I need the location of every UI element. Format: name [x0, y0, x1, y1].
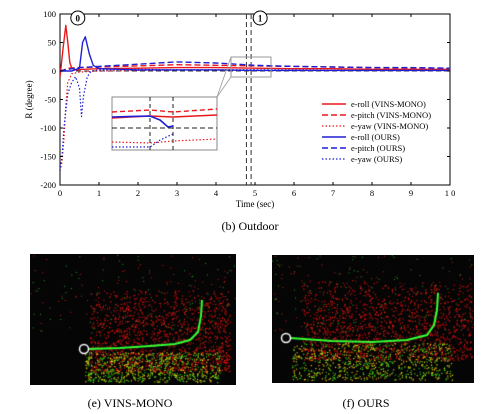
inset-vins-pitch — [112, 108, 217, 113]
zoom-connector — [216, 76, 232, 98]
event-marker-label: 1 — [258, 14, 263, 24]
legend-label: e-yaw (VINS-MONO) — [351, 121, 428, 131]
map-vins-mono — [30, 254, 236, 385]
x-tick-label: 1 — [97, 188, 101, 198]
caption-vins-mono: (e) VINS-MONO — [87, 396, 173, 410]
y-tick-label: 100 — [43, 9, 56, 19]
y-tick-label: -50 — [45, 95, 56, 105]
x-tick-label: 5 — [253, 188, 257, 198]
y-tick-label: -150 — [40, 152, 56, 162]
y-tick-label: -200 — [40, 180, 56, 190]
legend-label: e-pitch (OURS) — [351, 143, 405, 153]
map-ours — [272, 255, 474, 383]
inset-vins-yaw — [112, 138, 217, 144]
x-tick-label: 2 — [136, 188, 140, 198]
legend: e-roll (VINS-MONO)e-pitch (VINS-MONO)e-y… — [322, 99, 431, 164]
event-marker-circle — [70, 10, 86, 26]
x-tick-label: 0 — [58, 188, 62, 198]
zoom-callout — [111, 56, 272, 151]
zoom-connector — [216, 56, 232, 98]
x-tick-label: 8 — [370, 188, 374, 198]
legend-label: e-roll (OURS) — [351, 132, 400, 142]
x-axis-label: Time (sec) — [236, 199, 274, 209]
inset-plot — [112, 97, 217, 150]
caption-outdoor: (b) Outdoor — [221, 219, 279, 233]
x-tick-label: 7 — [331, 188, 335, 198]
caption-ours: (f) OURS — [342, 396, 390, 410]
legend-label: e-roll (VINS-MONO) — [351, 99, 426, 109]
event-marker-label: 0 — [76, 14, 81, 24]
y-tick-label: 50 — [48, 38, 57, 48]
x-tick-label: 1 0 — [445, 188, 456, 198]
y-tick-label: 0 — [52, 66, 56, 76]
point-cloud-vins-mono — [30, 254, 236, 385]
x-tick-label: 3 — [175, 188, 179, 198]
inset-ours-roll — [112, 115, 174, 128]
event-marker-circle — [252, 10, 268, 26]
y-tick-label: -100 — [40, 123, 56, 133]
x-tick-label: 4 — [214, 188, 219, 198]
x-tick-label: 6 — [292, 188, 296, 198]
legend-label: e-pitch (VINS-MONO) — [351, 110, 431, 120]
x-tick-label: 9 — [409, 188, 413, 198]
legend-label: e-yaw (OURS) — [351, 154, 402, 164]
inset-ours-yaw — [112, 133, 174, 148]
y-axis-label: R (degree) — [24, 80, 34, 118]
series-line — [60, 24, 450, 77]
series-line — [60, 68, 450, 171]
zoom-box — [230, 56, 272, 78]
series-layer — [60, 14, 450, 185]
series-line — [60, 61, 450, 72]
point-cloud-ours — [272, 255, 474, 383]
